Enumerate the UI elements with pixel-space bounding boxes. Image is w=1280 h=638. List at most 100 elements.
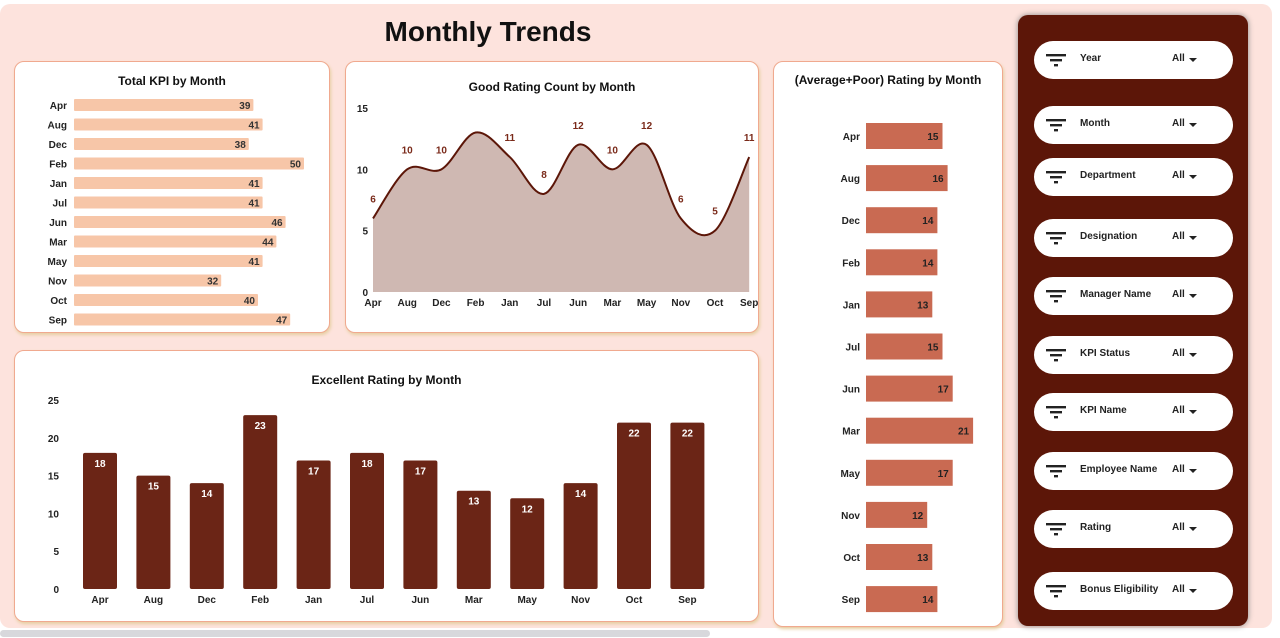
chart-title: Total KPI by Month [118,74,226,88]
data-label: 13 [468,497,480,508]
data-label: 12 [522,504,534,515]
category-label: Aug [48,121,67,132]
horizontal-scrollbar[interactable] [0,630,710,637]
data-label: 22 [628,429,640,440]
y-tick-label: 5 [362,227,368,238]
chevron-down-icon [1189,294,1197,298]
data-label: 11 [744,133,755,144]
data-label: 41 [248,257,260,268]
bar [866,333,943,360]
bar [563,483,598,589]
filter-icon [1046,523,1066,536]
bar [510,498,545,589]
filter-value[interactable]: All [1172,348,1185,359]
filter-label: Employee Name [1080,464,1158,475]
bar [74,99,254,111]
x-tick-label: Oct [626,595,643,606]
bar [74,177,263,189]
category-label: Nov [841,511,860,522]
bar [866,544,933,570]
filter-icon [1046,406,1066,419]
filter-year[interactable]: Year All [1034,41,1233,79]
filter-value[interactable]: All [1172,118,1185,129]
x-tick-label: Nov [571,595,590,606]
y-tick-label: 15 [357,104,369,115]
x-tick-label: Apr [91,595,108,606]
filter-icon [1046,585,1066,598]
series-line [372,131,751,237]
chevron-down-icon [1189,236,1197,240]
filter-label: Rating [1080,522,1112,533]
total-kpi-chart: Total KPI by Month Apr 39 Aug 41 Dec 38 Feb 50 J… [14,61,330,333]
data-label: 40 [244,296,256,307]
y-tick-label: 20 [48,434,60,445]
data-label: 44 [262,238,274,249]
category-label: Jul [846,343,861,354]
chart-title: Excellent Rating by Month [311,373,462,387]
category-label: Feb [49,160,67,171]
x-tick-label: Feb [251,595,269,606]
filter-value[interactable]: All [1172,522,1185,533]
filter-label: Manager Name [1080,289,1152,300]
filter-department[interactable]: Department All [1034,158,1233,196]
filter-label: KPI Name [1080,405,1127,416]
filter-icon [1046,465,1066,478]
filter-employee-name[interactable]: Employee Name All [1034,452,1233,490]
filter-rating[interactable]: Rating All [1034,510,1233,548]
data-label: 10 [402,145,414,156]
average-poor-rating-chart: (Average+Poor) Rating by Month Apr 15 Aug 1… [773,61,1003,627]
x-tick-label: May [637,298,657,309]
x-tick-label: Jun [569,298,587,309]
data-label: 14 [922,258,934,269]
excellent-rating-chart: Excellent Rating by Month 0 5 10 15 20 25 18 Ap… [14,350,759,622]
filter-kpi-status[interactable]: KPI Status All [1034,336,1233,374]
data-label: 22 [682,429,694,440]
chart-title: Good Rating Count by Month [468,80,636,94]
page-title: Monthly Trends [384,16,592,47]
category-label: Feb [842,258,860,269]
filter-label: Department [1080,170,1136,181]
filter-value[interactable]: All [1172,584,1185,595]
filter-month[interactable]: Month All [1034,106,1233,144]
filter-value[interactable]: All [1172,464,1185,475]
filter-kpi-name[interactable]: KPI Name All [1034,393,1233,431]
data-label: 15 [148,482,160,493]
x-tick-label: Sep [678,595,696,606]
bar [74,196,263,209]
filter-value[interactable]: All [1172,231,1185,242]
category-label: Aug [841,174,860,185]
bar [866,165,948,192]
data-label: 41 [248,121,260,132]
filter-label: Bonus Eligibility [1080,584,1159,595]
x-tick-label: Dec [432,298,451,309]
bar [74,216,286,228]
x-tick-label: Apr [364,298,381,309]
area-fill [373,132,750,292]
category-label: Apr [50,101,67,112]
filter-designation[interactable]: Designation All [1034,219,1233,257]
bar [74,313,291,326]
data-label: 12 [573,121,585,132]
filter-bonus-eligibility[interactable]: Bonus Eligibility All [1034,572,1233,610]
filter-label: Month [1080,118,1110,129]
category-label: May [841,469,861,480]
bar [866,123,943,149]
x-tick-label: Nov [671,298,690,309]
bar [617,422,651,589]
filter-manager-name[interactable]: Manager Name All [1034,277,1233,315]
data-label: 50 [290,160,302,171]
y-tick-label: 15 [48,472,60,483]
filter-value[interactable]: All [1172,170,1185,181]
category-label: Nov [48,277,67,288]
filter-value[interactable]: All [1172,405,1185,416]
bar [866,249,938,276]
bar [670,422,705,589]
x-tick-label: Jul [360,595,375,606]
category-label: Oct [843,553,860,564]
category-label: Mar [49,238,67,249]
bar [74,255,263,267]
filter-value[interactable]: All [1172,53,1185,64]
bar [866,459,953,486]
data-label: 38 [235,140,247,151]
filter-value[interactable]: All [1172,289,1185,300]
